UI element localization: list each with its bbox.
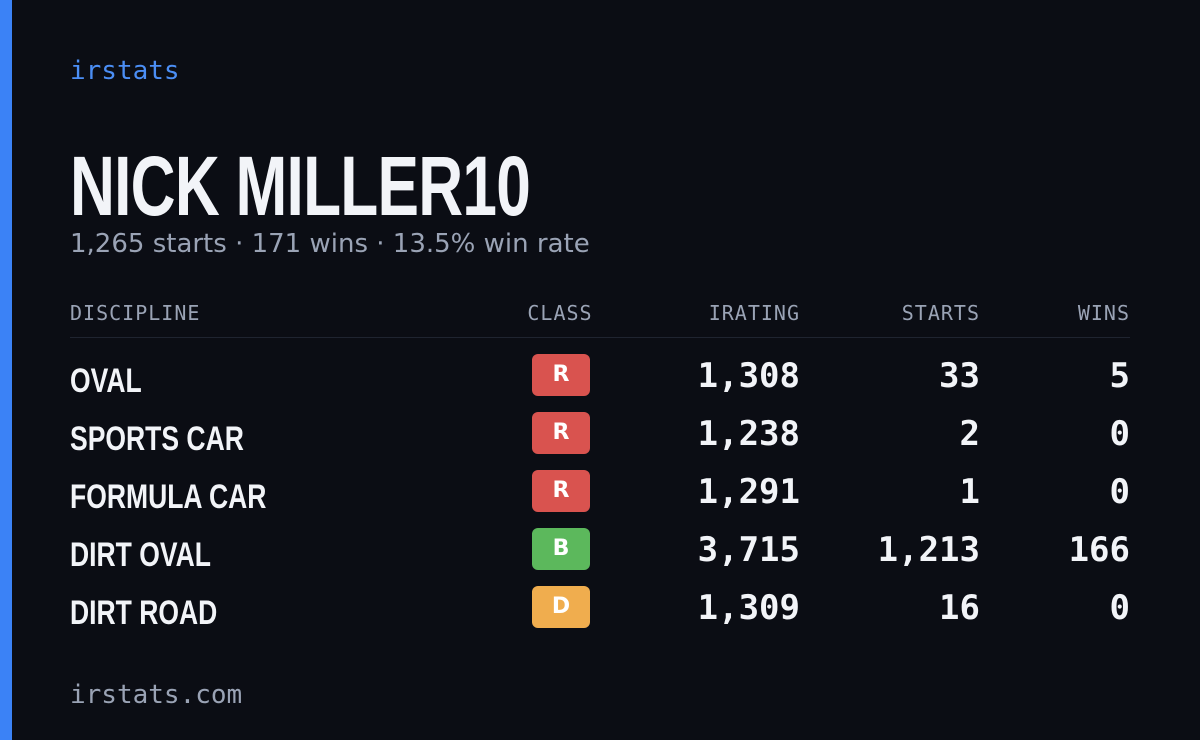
starts: 16	[939, 588, 980, 628]
discipline: OVAL	[70, 362, 142, 400]
discipline-header: DISCIPLINE	[70, 301, 201, 325]
irating: 1,309	[697, 588, 800, 628]
starts: 33	[939, 356, 980, 396]
class-badge: R	[532, 354, 590, 396]
accent-stripe	[0, 0, 12, 740]
wins: 5	[1109, 356, 1130, 396]
irating: 1,238	[697, 414, 800, 454]
starts: 1,213	[877, 530, 980, 570]
starts: 2	[959, 414, 980, 454]
driver-summary: 1,265 starts · 171 wins · 13.5% win rate	[70, 229, 590, 259]
header-rule	[70, 337, 1130, 338]
class-badge: R	[532, 412, 590, 454]
footer: irstats.com	[70, 680, 243, 710]
irating: 3,715	[697, 530, 800, 570]
class-badge: D	[532, 586, 590, 628]
starts: 1	[959, 472, 980, 512]
discipline: FORMULA CAR	[70, 478, 267, 516]
class-header: CLASS	[527, 301, 593, 325]
class-badge: B	[532, 528, 590, 570]
wins: 0	[1109, 588, 1130, 628]
starts-header: STARTS	[901, 301, 980, 325]
discipline: DIRT OVAL	[70, 536, 211, 574]
driver-name: NICK MILLER10	[70, 139, 531, 233]
irating: 1,308	[697, 356, 800, 396]
wins: 166	[1068, 530, 1130, 570]
discipline: SPORTS CAR	[70, 420, 244, 458]
wins: 0	[1109, 472, 1130, 512]
discipline: DIRT ROAD	[70, 594, 218, 632]
class-badge: R	[532, 470, 590, 512]
irating-header: IRATING	[708, 301, 800, 325]
irating: 1,291	[697, 472, 800, 512]
wins: 0	[1109, 414, 1130, 454]
brand: irstats	[70, 56, 180, 86]
wins-header: WINS	[1077, 301, 1130, 325]
